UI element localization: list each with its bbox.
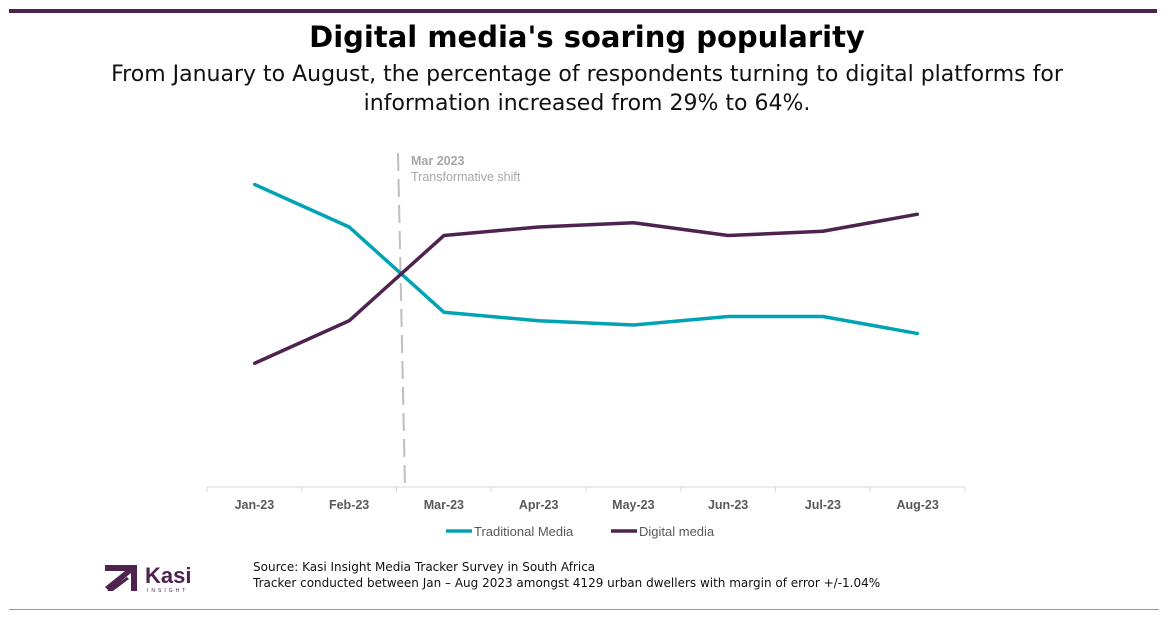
legend-label: Traditional Media bbox=[474, 524, 574, 539]
x-tick-label: Aug-23 bbox=[896, 498, 938, 512]
x-tick-label: Jan-23 bbox=[235, 498, 275, 512]
annotation-title: Mar 2023 bbox=[411, 154, 465, 168]
data-point bbox=[537, 319, 541, 323]
data-point bbox=[252, 361, 256, 365]
kasi-insight-logo: Kasi INSIGHT bbox=[103, 561, 203, 599]
data-point bbox=[537, 225, 541, 229]
top-rule bbox=[9, 9, 1157, 13]
series-line-0 bbox=[253, 182, 918, 336]
data-point bbox=[252, 182, 256, 186]
data-point bbox=[726, 315, 730, 318]
series-line-1 bbox=[253, 212, 918, 365]
x-tick-label: Mar-23 bbox=[424, 498, 464, 512]
legend: Traditional Media Digital media bbox=[446, 524, 715, 539]
data-point bbox=[347, 225, 351, 229]
methodology-text: Tracker conducted between Jan – Aug 2023… bbox=[253, 576, 881, 590]
data-point bbox=[442, 234, 446, 238]
legend-label: Digital media bbox=[639, 524, 715, 539]
chart-title: Digital media's soaring popularity bbox=[309, 20, 865, 54]
data-point bbox=[916, 332, 920, 336]
chart-subtitle: From January to August, the percentage o… bbox=[111, 62, 1063, 116]
svg-text:Kasi: Kasi bbox=[145, 563, 191, 588]
data-point bbox=[916, 212, 920, 216]
annotation-text: Transformative shift bbox=[411, 170, 521, 184]
x-tick-label: Jul-23 bbox=[805, 498, 841, 512]
bottom-rule bbox=[9, 609, 1159, 610]
data-point bbox=[821, 229, 825, 233]
data-point bbox=[442, 310, 446, 314]
data-point bbox=[347, 319, 351, 323]
source-note: Source: Kasi Insight Media Tracker Surve… bbox=[253, 559, 880, 591]
source-text: Source: Kasi Insight Media Tracker Surve… bbox=[253, 560, 596, 574]
x-tick-label: Jun-23 bbox=[708, 498, 748, 512]
data-point bbox=[631, 221, 635, 225]
x-tick-label: Feb-23 bbox=[329, 498, 369, 512]
svg-text:INSIGHT: INSIGHT bbox=[147, 588, 188, 594]
x-tick-label: Apr-23 bbox=[519, 498, 559, 512]
data-point bbox=[821, 315, 825, 318]
x-tick-label: May-23 bbox=[612, 498, 654, 512]
data-point bbox=[631, 323, 635, 327]
data-point bbox=[726, 234, 730, 238]
annotation-line bbox=[397, 152, 406, 488]
